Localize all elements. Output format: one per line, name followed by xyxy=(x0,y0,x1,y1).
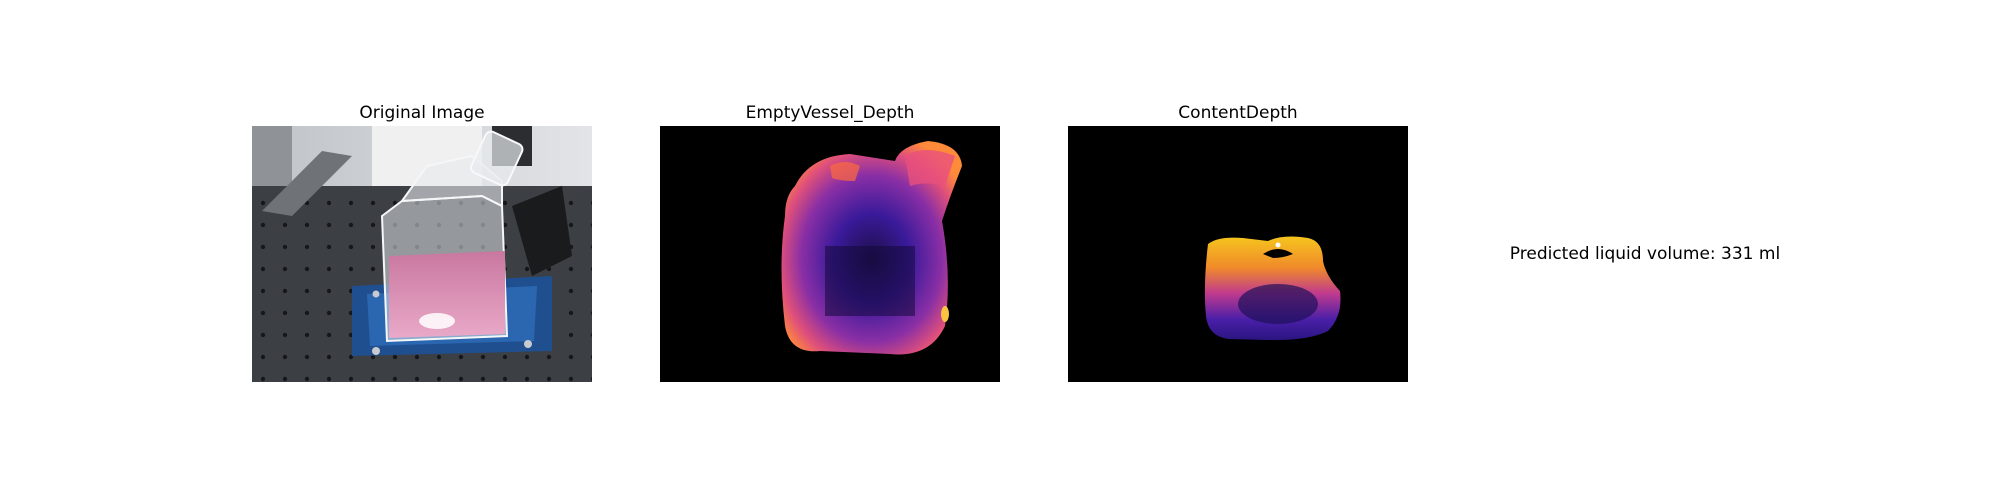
content-depth-image xyxy=(1068,126,1408,382)
panel-original-image: Original Image xyxy=(252,100,592,382)
original-image xyxy=(252,126,592,382)
flask-photo xyxy=(252,126,592,382)
content-depth-map xyxy=(1068,126,1408,382)
predicted-volume-text: Predicted liquid volume: 331 ml xyxy=(1509,244,1781,264)
empty-vessel-depth-image xyxy=(660,126,1000,382)
panel-content-depth: ContentDepth xyxy=(1068,100,1408,382)
panel-title-original-image: Original Image xyxy=(359,103,485,123)
panel-title-content-depth: ContentDepth xyxy=(1178,103,1298,123)
panel-empty-vessel-depth: EmptyVessel_Depth xyxy=(660,100,1000,382)
empty-vessel-depth-map xyxy=(660,126,1000,382)
panel-title-empty-vessel-depth: EmptyVessel_Depth xyxy=(745,103,915,123)
